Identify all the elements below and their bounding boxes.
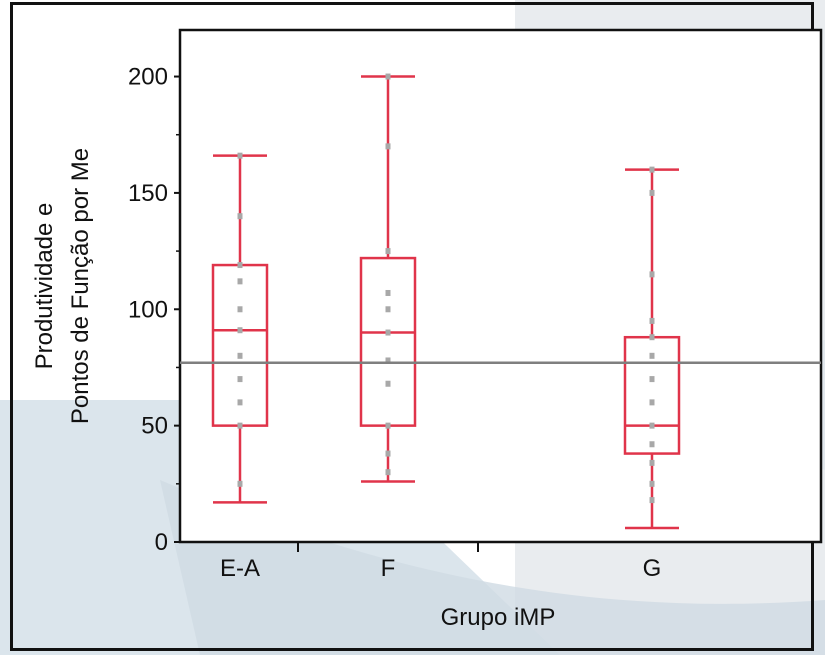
data-point: [237, 278, 243, 285]
y-tick-label: 200: [128, 64, 168, 91]
data-point: [649, 399, 655, 406]
y-tick-label: 150: [128, 180, 168, 207]
y-tick-label: 100: [128, 296, 168, 323]
data-point: [237, 152, 243, 159]
x-axis: E-A F G: [220, 542, 661, 582]
data-point: [385, 248, 391, 255]
data-point: [237, 399, 243, 406]
plot-frame: [178, 28, 823, 544]
y-tick-label: 0: [155, 529, 168, 556]
x-tick-label: G: [643, 555, 662, 582]
data-point: [385, 289, 391, 296]
y-axis: 0 50 100 150 200: [128, 64, 180, 556]
data-point: [385, 143, 391, 150]
data-point: [649, 271, 655, 278]
data-point: [385, 73, 391, 80]
data-point: [649, 334, 655, 341]
data-point: [237, 352, 243, 359]
box-e-a: [211, 152, 269, 504]
y-axis-title: Produtividade e Pontos de Função por Me: [31, 148, 94, 424]
data-point: [385, 450, 391, 457]
data-point: [649, 317, 655, 324]
box-series: [180, 73, 821, 530]
data-point: [649, 497, 655, 504]
data-point: [385, 329, 391, 336]
data-point: [385, 380, 391, 387]
data-point: [237, 262, 243, 269]
box-f: [359, 73, 417, 483]
data-point: [649, 422, 655, 429]
data-point: [649, 166, 655, 173]
box-g: [623, 166, 681, 530]
data-point: [237, 480, 243, 487]
data-point: [385, 422, 391, 429]
x-tick-label: F: [381, 555, 396, 582]
y-axis-title-line-2: Pontos de Função por Me: [67, 148, 94, 424]
data-point: [649, 441, 655, 448]
data-point: [385, 357, 391, 364]
data-point: [385, 306, 391, 313]
x-axis-title: Grupo iMP: [441, 604, 556, 631]
data-point: [237, 306, 243, 313]
data-point: [649, 480, 655, 487]
x-tick-label: E-A: [220, 555, 260, 582]
data-point: [649, 352, 655, 359]
y-tick-label: 50: [141, 413, 168, 440]
data-point: [237, 327, 243, 334]
data-point: [237, 376, 243, 383]
data-point: [237, 422, 243, 429]
data-point: [649, 189, 655, 196]
data-point: [237, 213, 243, 220]
y-axis-title-line-1: Produtividade e: [31, 203, 58, 370]
data-point: [649, 376, 655, 383]
data-point: [385, 469, 391, 476]
plot-area: [180, 30, 821, 542]
data-point: [649, 459, 655, 466]
